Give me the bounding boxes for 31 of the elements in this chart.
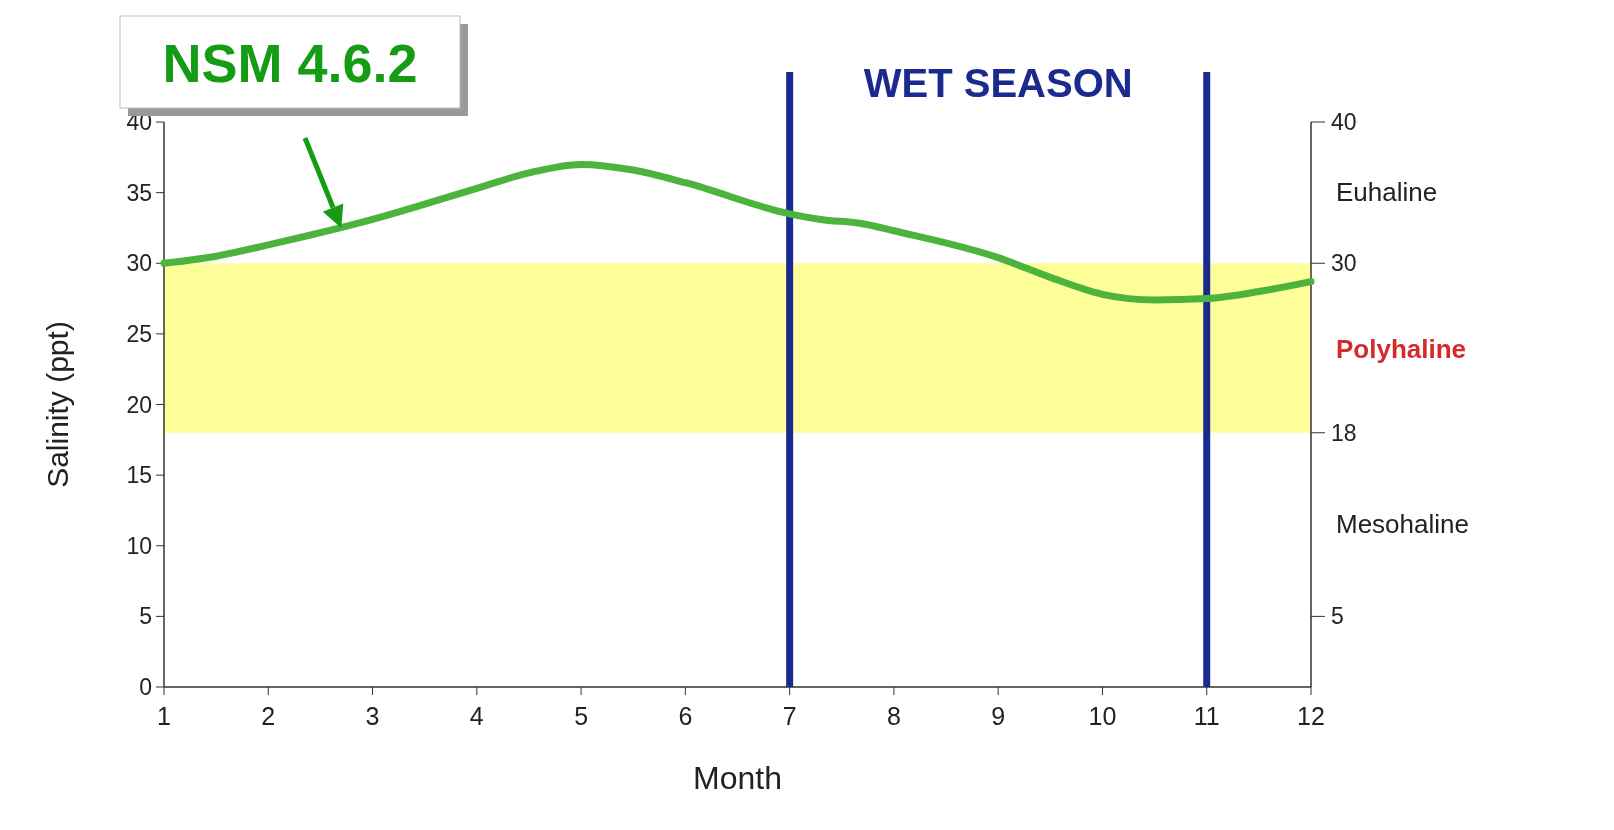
y-tick-label: 5 <box>139 603 152 630</box>
text: Euhaline <box>1336 176 1438 207</box>
x-tick-label: 1 <box>157 702 171 730</box>
x-tick-label: 9 <box>991 702 1006 730</box>
annotation: NSM 4.6.2 <box>162 33 418 93</box>
x-tick-label: 12 <box>1297 702 1325 730</box>
x-tick-label: 7 <box>782 702 797 730</box>
y-tick-label: 15 <box>126 462 152 489</box>
y-axis-title: Salinity (ppt) <box>41 321 74 488</box>
text: Mesohaline <box>1336 508 1469 539</box>
y-tick-label: 10 <box>126 532 152 559</box>
x-tick-label: 11 <box>1193 702 1220 730</box>
x-tick-label: 6 <box>678 702 693 730</box>
y-tick-label: 20 <box>126 391 152 418</box>
y2-tick-label: 18 <box>1331 419 1357 446</box>
x-tick-label: 5 <box>574 702 589 730</box>
x-tick-label: 3 <box>365 702 380 730</box>
x-tick-label: 8 <box>886 702 901 730</box>
y-tick-label: 0 <box>139 674 152 700</box>
y2-tick-label: 40 <box>1331 109 1357 135</box>
text: WET SEASON <box>863 61 1133 105</box>
y2-tick-label: 30 <box>1331 250 1357 277</box>
x-tick-label: 2 <box>261 702 276 730</box>
y-tick-label: 30 <box>126 250 152 277</box>
x-tick-label: 10 <box>1088 702 1117 730</box>
band-label: Polyhaline <box>1336 334 1467 364</box>
y-tick-label: 25 <box>126 320 152 347</box>
x-axis-title: Month <box>693 760 782 796</box>
y2-tick-label: 5 <box>1331 603 1344 630</box>
y-tick-label: 35 <box>126 179 152 206</box>
x-tick-label: 4 <box>469 702 484 730</box>
